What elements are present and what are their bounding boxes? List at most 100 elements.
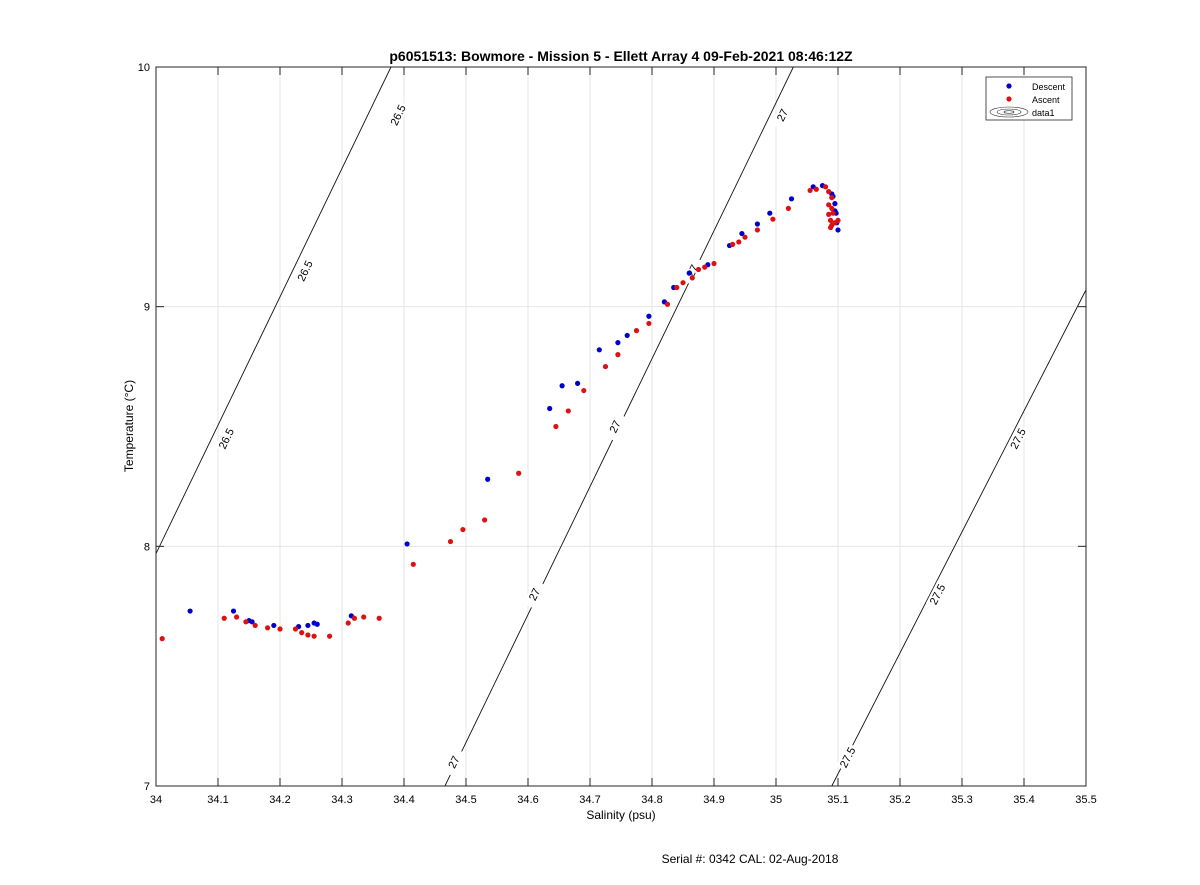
x-tick-label: 34.3 xyxy=(331,794,352,806)
ascent-point xyxy=(823,184,829,190)
isopycnal-label: 27 xyxy=(527,587,543,603)
isopycnal-label-gap xyxy=(442,747,465,777)
descent-point xyxy=(575,380,581,386)
isopycnal-line-27.5 xyxy=(831,289,1086,786)
x-tick-label: 35 xyxy=(770,794,782,806)
legend: Descent Ascent data1 xyxy=(985,76,1073,121)
ascent-point xyxy=(602,363,609,370)
ascent-point xyxy=(305,632,311,638)
descent-point xyxy=(547,405,553,412)
x-axis-label: Salinity (psu) xyxy=(586,808,655,822)
x-tick-label: 34.5 xyxy=(455,794,476,806)
ascent-point xyxy=(345,620,351,626)
legend-box xyxy=(985,76,1073,121)
ascent-point xyxy=(410,561,416,567)
ascent-point xyxy=(736,239,742,245)
ascent-point xyxy=(830,210,836,216)
ascent-point xyxy=(785,205,792,212)
x-axis-ticks: 34 34.1 34.2 34.3 34.4 34.5 34.6 34.7 34.8 34.9 35… xyxy=(150,67,1097,806)
descent-point xyxy=(615,340,621,346)
ascent-point xyxy=(835,217,841,223)
ascent-point xyxy=(311,633,317,639)
legend-contour-icon xyxy=(989,106,1029,118)
x-tick-label: 34 xyxy=(150,794,162,806)
x-tick-label: 34.6 xyxy=(517,794,538,806)
ascent-point xyxy=(581,387,587,394)
descent-point xyxy=(624,332,630,339)
axes-box xyxy=(155,66,1087,787)
x-tick-label: 35.3 xyxy=(951,794,972,806)
y-axis-label: Temperature (°C) xyxy=(122,380,136,472)
descent-point xyxy=(835,227,841,233)
ascent-point xyxy=(664,301,671,307)
isopycnal-label: 27 xyxy=(608,419,624,435)
ascent-point xyxy=(826,211,832,217)
x-tick-label: 34.7 xyxy=(579,794,600,806)
legend-ascent-marker xyxy=(1006,96,1012,102)
ascent-point xyxy=(754,227,761,233)
x-tick-label: 34.8 xyxy=(641,794,662,806)
ascent-point xyxy=(615,352,621,358)
descent-point xyxy=(767,210,773,216)
ascent-point xyxy=(711,260,717,267)
isopycnal-label-gap xyxy=(1006,424,1030,453)
isopycnal-label-gap xyxy=(293,256,316,286)
isopycnal-label-gap xyxy=(836,742,859,772)
descent-point xyxy=(832,201,838,207)
ascent-point xyxy=(813,186,819,192)
ascent-point xyxy=(234,614,240,620)
data-points xyxy=(159,183,841,642)
isopycnal-label-gap xyxy=(603,412,626,441)
descent-point xyxy=(596,347,602,353)
ascent-point xyxy=(553,423,559,430)
descent-point xyxy=(559,383,565,389)
isopycnal-label-gap xyxy=(386,100,409,130)
y-tick-label: 8 xyxy=(144,541,150,553)
ascent-point xyxy=(447,538,454,545)
ascent-point xyxy=(292,626,299,632)
descent-point xyxy=(404,541,410,547)
legend-descent-label: Descent xyxy=(1032,82,1066,92)
ascent-point xyxy=(460,526,466,533)
serial-calibration-footer: Serial #: 0342 CAL: 02-Aug-2018 xyxy=(0,852,1200,866)
ascent-point xyxy=(827,224,834,231)
legend-data1-label: data1 xyxy=(1032,108,1055,118)
ascent-point xyxy=(327,633,333,639)
ascent-point xyxy=(159,636,165,642)
isopycnal-label: 27 xyxy=(775,107,791,123)
ascent-point xyxy=(827,217,834,223)
legend-ascent-label: Ascent xyxy=(1032,95,1060,105)
ascent-point xyxy=(516,470,522,476)
ascent-point xyxy=(299,630,305,636)
descent-point xyxy=(230,608,237,614)
ascent-point xyxy=(221,615,227,621)
ascent-point xyxy=(680,280,686,286)
x-tick-label: 34.4 xyxy=(393,794,414,806)
descent-point xyxy=(646,313,652,319)
descent-point xyxy=(686,270,692,276)
ascent-point xyxy=(742,234,748,240)
y-axis-ticks: 7 8 9 10 xyxy=(138,62,1086,793)
ascent-point xyxy=(826,202,832,208)
descent-point xyxy=(305,622,311,629)
ascent-point xyxy=(829,205,835,212)
descent-point xyxy=(754,221,761,227)
isopycnal-label-gap xyxy=(925,579,949,609)
isopycnal-label-gap xyxy=(771,100,794,130)
ascent-point xyxy=(829,195,835,201)
isopycnal-label-gap xyxy=(523,579,546,609)
x-tick-label: 34.1 xyxy=(207,794,228,806)
ascent-point xyxy=(633,328,640,334)
ascent-point xyxy=(702,264,708,270)
ascent-point xyxy=(730,241,736,247)
descent-point xyxy=(485,476,491,482)
x-tick-label: 34.2 xyxy=(269,794,290,806)
ascent-point xyxy=(361,614,367,620)
ascent-point xyxy=(807,187,813,194)
ascent-point xyxy=(351,615,357,621)
ascent-point xyxy=(376,615,382,621)
y-tick-label: 10 xyxy=(138,62,150,74)
ascent-point xyxy=(482,517,488,523)
